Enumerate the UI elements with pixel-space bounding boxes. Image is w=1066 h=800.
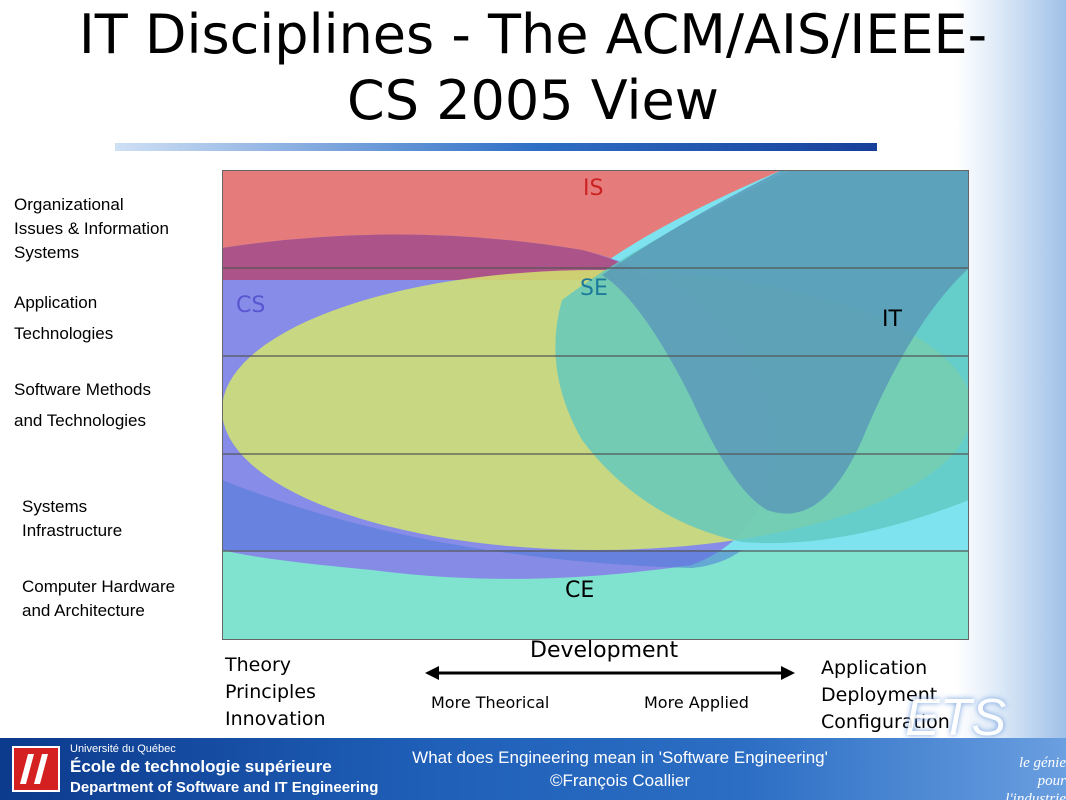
axis-left-label: Theory Principles Innovation xyxy=(225,654,326,730)
development-arrow xyxy=(425,666,795,680)
university-block: Université du Québec École de technologi… xyxy=(70,742,378,798)
footer-caption: What does Engineering mean in 'Software … xyxy=(412,748,828,790)
row-label-hardware: Computer Hardware and Architecture xyxy=(22,577,176,620)
discipline-diagram xyxy=(222,170,969,640)
axis-right-label: Application Deployment Configuration xyxy=(821,657,950,733)
department-name: Department of Software and IT Engineerin… xyxy=(70,779,379,796)
row-label-application: Application Technologies xyxy=(14,293,114,343)
row-label-systems-infrastructure: Systems Infrastructure xyxy=(22,497,123,540)
cs-lower-region xyxy=(222,480,742,568)
more-applied-label: More Applied xyxy=(644,693,749,712)
school-name: École de technologie supérieure xyxy=(70,757,332,776)
row-label-organizational: Organizational Issues & Information Syst… xyxy=(14,195,169,262)
title-underline xyxy=(115,143,877,151)
slide-title: IT Disciplines - The ACM/AIS/IEEE- CS 20… xyxy=(78,3,988,132)
university-line: Université du Québec xyxy=(70,743,176,755)
it-cone xyxy=(602,170,969,514)
region-label-cs: CS xyxy=(236,293,266,318)
is-cs-overlap xyxy=(222,234,652,280)
region-label-is: IS xyxy=(583,176,604,201)
development-label: Development xyxy=(530,638,679,663)
region-label-ce: CE xyxy=(565,578,595,603)
diagram-border xyxy=(222,170,969,640)
right-decoration xyxy=(956,0,1066,740)
footer-bar: Université du Québec École de technologi… xyxy=(0,689,1066,800)
row-label-software-methods: Software Methods and Technologies xyxy=(14,380,152,430)
region-label-se: SE xyxy=(580,276,608,301)
region-label-it: IT xyxy=(882,307,902,332)
university-logo-icon xyxy=(12,746,60,792)
ets-logo: ETS xyxy=(905,689,1007,747)
slogan: le génie pour l'industrie xyxy=(1005,755,1066,800)
more-theorical-label: More Theorical xyxy=(431,693,550,712)
